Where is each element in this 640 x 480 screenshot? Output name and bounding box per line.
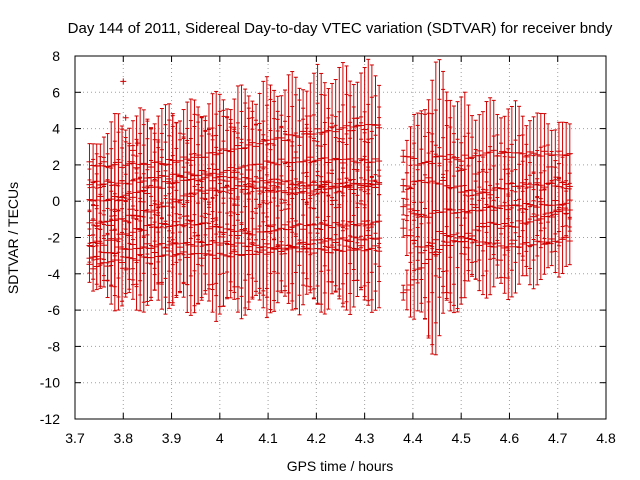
outlier-point xyxy=(122,114,129,121)
track-12 xyxy=(400,59,573,253)
outlier-point xyxy=(472,170,479,177)
x-axis-label: GPS time / hours xyxy=(287,458,394,474)
y-tick-label: -6 xyxy=(48,302,61,318)
x-tick-label: 4.3 xyxy=(355,430,375,446)
x-tick-label: 4.8 xyxy=(596,430,616,446)
y-tick-label: 0 xyxy=(52,193,60,209)
x-tick-label: 4.6 xyxy=(500,430,520,446)
outlier-point xyxy=(134,140,141,147)
y-tick-label: -2 xyxy=(48,230,61,246)
data-layer xyxy=(86,58,573,356)
y-tick-label: 8 xyxy=(52,48,60,64)
y-tick-label: -8 xyxy=(48,338,61,354)
y-axis-label: SDTVAR / TECUs xyxy=(5,182,21,294)
x-tick-label: 3.7 xyxy=(65,430,85,446)
outlier-point xyxy=(458,167,465,174)
x-tick-label: 4 xyxy=(216,430,224,446)
y-tick-label: 6 xyxy=(52,84,60,100)
x-tick-label: 3.8 xyxy=(114,430,134,446)
y-tick-label: -4 xyxy=(48,266,61,282)
y-tick-label: -10 xyxy=(40,375,60,391)
outliers xyxy=(120,78,479,177)
x-tick-label: 4.5 xyxy=(451,430,471,446)
x-tick-label: 3.9 xyxy=(162,430,182,446)
x-tick-label: 4.1 xyxy=(258,430,278,446)
outlier-point xyxy=(129,147,136,154)
segment-1 xyxy=(86,58,383,322)
track-7 xyxy=(86,58,383,225)
x-tick-label: 4.4 xyxy=(403,430,423,446)
segment-2 xyxy=(400,59,573,356)
chart-title: Day 144 of 2011, Sidereal Day-to-day VTE… xyxy=(68,20,613,37)
y-tick-label: 4 xyxy=(52,121,60,137)
y-tick-label: -12 xyxy=(40,411,60,427)
outlier-point xyxy=(120,78,127,85)
x-tick-label: 4.2 xyxy=(307,430,327,446)
x-tick-label: 4.7 xyxy=(548,430,568,446)
y-tick-label: 2 xyxy=(52,157,60,173)
axis-ticks: 3.7 3.8 3.9 4 4.1 4.2 4.3 4.4 4.5 4.6 4.7 4.8 -12 -10… xyxy=(40,48,616,446)
